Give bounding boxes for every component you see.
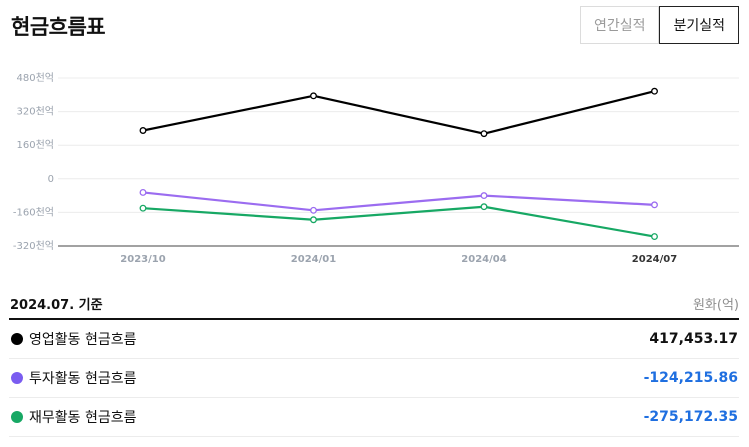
data-point [139,127,147,134]
tab-annual[interactable]: 연간실적 [579,6,660,44]
data-point [480,203,488,211]
data-point [139,188,147,196]
table-row: 재무활동 현금흐름 -275,172.35 [9,398,739,437]
row-value: 417,453.17 [649,331,738,347]
data-point [310,206,317,214]
series-line-0 [142,90,655,135]
legend-dot [11,372,23,384]
row-label: 투자활동 현금흐름 [29,371,137,387]
data-point [651,201,658,209]
y-tick-label: 160천억 [17,139,55,151]
unit-label: 원화(억) [692,298,739,313]
y-tick-label: -160천억 [13,206,54,218]
x-tick-label: 2023/10 [120,254,165,265]
data-point [139,204,147,212]
table-row: 영업활동 현금흐름 417,453.17 [9,320,739,359]
y-tick-label: 480천억 [17,72,55,84]
cash-flow-chart: 480천억 320천억 160천억 0 -160천억 -320천억 2023/10 2024/… [13,72,739,265]
row-value: -275,172.35 [643,409,738,425]
data-point [651,87,658,95]
series-line-1 [142,191,655,212]
legend-dot [11,333,23,345]
y-tick-label: 0 [48,174,54,185]
row-value: -124,215.86 [643,370,738,386]
row-label: 재무활동 현금흐름 [29,410,137,426]
row-label: 영업활동 현금흐름 [29,332,137,348]
data-point [310,216,317,224]
x-tick-label: 2024/01 [291,254,336,265]
data-point [480,192,488,200]
data-point [651,233,658,240]
data-point [480,130,488,138]
basis-date: 2024.07. 기준 [10,298,103,313]
y-tick-label: 320천억 [17,106,55,118]
tab-quarterly[interactable]: 분기실적 [659,6,739,44]
series-line-2 [142,205,655,238]
x-tick-label: 2024/07 [632,254,677,265]
table-row: 투자활동 현금흐름 -124,215.86 [9,359,739,398]
y-tick-label: -320천억 [13,240,54,252]
cash-flow-table: 영업활동 현금흐름 417,453.17 투자활동 현금흐름 -124,215.… [9,318,739,437]
period-tabs: 연간실적 분기실적 [579,6,739,44]
x-tick-label: 2024/04 [461,254,506,265]
data-point [310,92,317,100]
legend-dot [11,411,23,423]
page-title: 현금흐름표 [11,15,106,39]
